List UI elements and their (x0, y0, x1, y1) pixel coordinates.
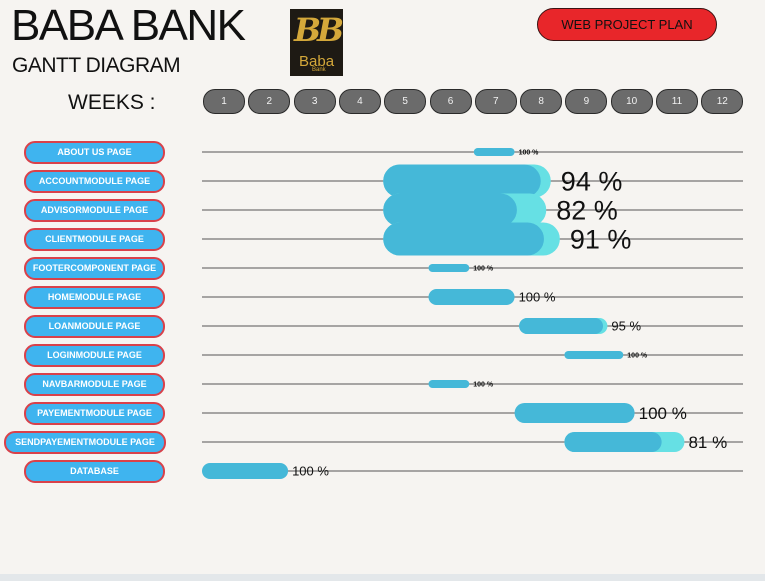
task-label[interactable]: ABOUT US PAGE (24, 140, 165, 164)
week-pill-7: 7 (474, 89, 517, 114)
task-progress-label: 81 % (688, 433, 727, 452)
page-title: BABA BANK (11, 1, 246, 50)
task-bar (519, 318, 604, 334)
task-bar (514, 403, 635, 423)
week-pill-9: 9 (565, 89, 608, 114)
task-progress-label: 100 % (627, 353, 648, 360)
task-progress-label: 94 % (561, 167, 623, 197)
footer-strip (0, 574, 765, 581)
task-progress-label: 100 % (519, 290, 556, 305)
week-pill-5: 5 (384, 89, 427, 114)
week-pill-6: 6 (429, 89, 472, 114)
week-pill-1: 1 (203, 89, 245, 114)
page-subtitle: GANTT DIAGRAM (12, 54, 181, 77)
task-progress-label: 100 % (473, 266, 494, 273)
task-bar (383, 164, 541, 198)
task-progress-label: 100 % (292, 464, 329, 479)
task-label[interactable]: ADVISORMODULE PAGE (24, 198, 165, 222)
task-label[interactable]: LOGINMODULE PAGE (24, 343, 165, 367)
week-pill-4: 4 (338, 89, 381, 114)
task-progress-label: 100 % (473, 382, 494, 389)
task-progress-label: 100 % (639, 404, 687, 423)
task-bar (428, 289, 515, 305)
web-project-plan-button[interactable]: WEB PROJECT PLAN (537, 8, 717, 41)
task-bar (564, 351, 624, 359)
task-bar (473, 148, 515, 156)
logo-name: Baba (299, 53, 335, 70)
week-pill-8: 8 (520, 89, 563, 114)
weeks-label: WEEKS : (68, 91, 156, 114)
task-label[interactable]: SENDPAYEMENTMODULE PAGE (4, 430, 166, 454)
task-label[interactable]: CLIENTMODULE PAGE (24, 227, 165, 251)
task-progress-label: 95 % (611, 319, 641, 334)
logo-monogram: BB (294, 11, 343, 49)
week-pill-11: 11 (656, 89, 698, 114)
task-label[interactable]: NAVBARMODULE PAGE (24, 372, 165, 396)
task-bar (383, 193, 517, 227)
task-bar (428, 380, 470, 388)
task-progress-label: 82 % (556, 196, 618, 226)
week-pill-2: 2 (248, 89, 291, 114)
task-bar (383, 222, 544, 256)
task-progress-label: 91 % (570, 225, 632, 255)
task-bar (564, 432, 662, 452)
logo-sub: Bank (312, 67, 326, 73)
task-label[interactable]: ACCOUNTMODULE PAGE (24, 169, 165, 193)
week-pill-10: 10 (610, 89, 653, 114)
bank-logo: BB Baba Bank (290, 9, 343, 76)
task-bar (428, 264, 470, 272)
task-label[interactable]: HOMEMODULE PAGE (24, 285, 165, 309)
task-progress-label: 100 % (519, 150, 540, 157)
week-pill-3: 3 (293, 89, 336, 114)
task-label[interactable]: PAYEMENTMODULE PAGE (24, 401, 165, 425)
task-label[interactable]: FOOTERCOMPONENT PAGE (24, 256, 165, 280)
week-pill-12: 12 (701, 89, 744, 114)
task-label[interactable]: DATABASE (24, 459, 165, 483)
task-label[interactable]: LOANMODULE PAGE (24, 314, 165, 338)
task-bar (202, 463, 289, 479)
